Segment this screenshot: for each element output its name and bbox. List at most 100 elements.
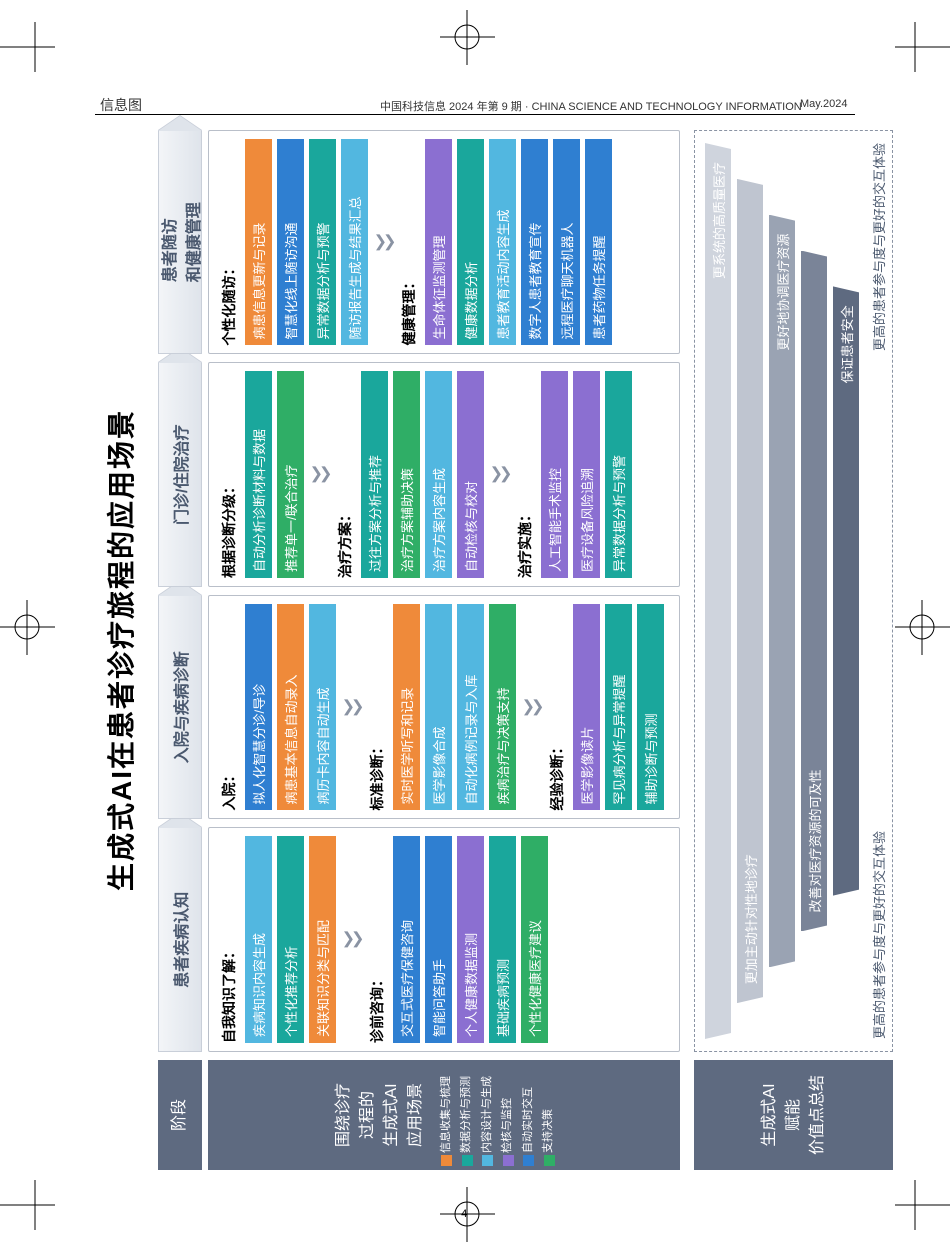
value-cone-label: 更系统的高质量医疗 [705, 152, 731, 289]
section-title: 标准诊断： [367, 604, 387, 811]
cone-caption-left: 更高的患者参与度与更好的交互体验 [869, 831, 888, 1039]
scenario-pill: 患者药物任务提醒 [585, 139, 612, 346]
chevron-down-icon: ❯❯ [310, 467, 329, 483]
scenario-pill: 治疗方案辅助决策 [393, 372, 420, 579]
scenario-pill: 个性化推荐分析 [277, 837, 304, 1044]
scenario-pill: 病患信息更新与记录 [245, 139, 272, 346]
legend-swatch [523, 1155, 534, 1166]
side-label-value: 生成式AI赋能价值点总结 [694, 1060, 893, 1170]
phase-head: 患者随访 和健康管理 [158, 130, 202, 355]
value-cone-section: 生成式AI赋能价值点总结 更系统的高质量医疗更加主动针对性地诊疗 更好地协调医疗资… [694, 130, 893, 1170]
section-title: 根据诊断分级： [219, 372, 239, 579]
scenario-pill: 罕见病分析与异常提醒 [605, 604, 632, 811]
scenario-pill: 病历卡内容自动生成 [309, 604, 336, 811]
legend-swatch [441, 1155, 452, 1166]
scenario-pill: 自动分析诊断材料与数据 [245, 372, 272, 579]
phase-head: 患者疾病认知 [158, 828, 202, 1053]
scenario-pill: 健康数据分析 [457, 139, 484, 346]
scenario-pill: 医学影像合成 [425, 604, 452, 811]
phase-head: 门诊/住院治疗 [158, 363, 202, 588]
scenario-pill: 自动检核与校对 [457, 372, 484, 579]
value-cone-label: 更加主动针对性地诊疗 [737, 844, 763, 994]
issue-date: May.2024 [800, 98, 848, 110]
section-title: 治疗实施： [515, 372, 535, 579]
chevron-down-icon: ❯❯ [374, 234, 393, 250]
scenario-pill: 实时医学听写和记录 [393, 604, 420, 811]
scenario-pill: 随访报告生成与结果汇总 [341, 139, 368, 346]
legend-swatch [503, 1155, 514, 1166]
phase-grid: 阶段 患者疾病认知入院与疾病诊断门诊/住院治疗患者随访 和健康管理围绕诊疗过程的… [158, 130, 680, 1170]
chevron-down-icon: ❯❯ [522, 699, 541, 715]
cone-caption-right: 更高的患者参与度与更好的交互体验 [869, 143, 888, 351]
legend-item: 检核与监控 [499, 1064, 516, 1166]
scenario-pill: 治疗方案内容生成 [425, 372, 452, 579]
scenario-pill: 推荐单一/联合治疗 [277, 372, 304, 579]
legend-swatch [462, 1155, 473, 1166]
scenario-pill: 异常数据分析与预警 [309, 139, 336, 346]
scenario-pill: 疾病治疗与决策支持 [489, 604, 516, 811]
scenario-pill: 数字人患者教育宣传 [521, 139, 548, 346]
side-label-scenarios: 围绕诊疗过程的生成式AI应用场景信息收集与梳理数据分析与预测内容设计与生成检核与… [208, 1060, 680, 1170]
phase-column: 入院：拟人化智慧分诊/导诊病患基本信息自动录入病历卡内容自动生成❯❯标准诊断：实… [208, 595, 680, 820]
legend-swatch [544, 1155, 555, 1166]
scenario-pill: 远程医疗聊天机器人 [553, 139, 580, 346]
scenario-pill: 拟人化智慧分诊/导诊 [245, 604, 272, 811]
scenario-pill: 基础疾病预测 [489, 837, 516, 1044]
scenario-pill: 医学影像读片 [573, 604, 600, 811]
phase-column: 根据诊断分级： 自动分析诊断材料与数据推荐单一/联合治疗 ❯❯ 治疗方案： 过往方案分析… [208, 363, 680, 588]
infographic-stage: 生成式AI在患者诊疗旅程的应用场景 阶段 患者疾病认知入院与疾病诊断门诊/住院治… [100, 130, 850, 1170]
value-cone-row: 更加主动针对性地诊疗 [737, 143, 763, 1039]
scenario-pill: 个性化健康医疗建议 [521, 837, 548, 1044]
scenario-pill: 个人健康数据监测 [457, 837, 484, 1044]
legend-label: 内容设计与生成 [479, 1076, 496, 1153]
phase-column: 个性化随访：病患信息更新与记录智慧化线上随访沟通异常数据分析与预警随访报告生成与… [208, 130, 680, 355]
section-title: 自我知识了解： [219, 837, 239, 1044]
legend-item: 数据分析与预测 [458, 1064, 475, 1166]
page-number: –4– [455, 1208, 473, 1220]
legend-swatch [482, 1155, 493, 1166]
legend-label: 数据分析与预测 [458, 1076, 475, 1153]
journal-line: 中国科技信息 2024 年第 9 期 · CHINA SCIENCE AND T… [380, 98, 802, 114]
legend-label: 信息收集与梳理 [438, 1076, 455, 1153]
section-title: 健康管理： [399, 139, 419, 346]
phase-column: 自我知识了解： 疾病知识内容生成个性化推荐分析关联知识分类与匹配 ❯❯ 诊前咨询： 交互… [208, 828, 680, 1053]
section-title: 诊前咨询： [367, 837, 387, 1044]
phase-head: 入院与疾病诊断 [158, 595, 202, 820]
legend-label: 支持决策 [540, 1109, 557, 1153]
scenario-pill: 医疗设备风险追溯 [573, 372, 600, 579]
section-title: 治疗方案： [335, 372, 355, 579]
chevron-down-icon: ❯❯ [342, 699, 361, 715]
scenario-pill: 辅助诊断与预测 [637, 604, 664, 811]
value-cone-row: 保证患者安全 [833, 143, 859, 1039]
corner-label: 信息图 [100, 95, 142, 115]
value-cone-label: 保证患者安全 [833, 295, 859, 393]
value-cone-row: 更好地协调医疗资源 [769, 143, 795, 1039]
side-label-phase: 阶段 [158, 1060, 202, 1170]
section-title: 入院： [219, 604, 239, 811]
legend-item: 信息收集与梳理 [438, 1064, 455, 1166]
value-cone-row: 更系统的高质量医疗 [705, 143, 731, 1039]
scenario-pill: 智慧化线上随访沟通 [277, 139, 304, 346]
value-cone-label: 更好地协调医疗资源 [769, 224, 795, 361]
chevron-down-icon: ❯❯ [342, 932, 361, 948]
scenario-pill: 患者教育活动内容生成 [489, 139, 516, 346]
scenario-pill: 交互式医疗保健咨询 [393, 837, 420, 1044]
value-cone-row: 改善对医疗资源的可及性 [801, 143, 827, 1039]
main-title: 生成式AI在患者诊疗旅程的应用场景 [100, 130, 140, 1170]
scenario-pill: 异常数据分析与预警 [605, 372, 632, 579]
value-cone-label: 改善对医疗资源的可及性 [801, 760, 827, 923]
legend-item: 支持决策 [540, 1064, 557, 1166]
scenario-pill: 关联知识分类与匹配 [309, 837, 336, 1044]
legend-item: 自动实时交互 [520, 1064, 537, 1166]
section-title: 经验诊断： [547, 604, 567, 811]
scenario-pill: 自动化病例记录与入库 [457, 604, 484, 811]
chevron-down-icon: ❯❯ [490, 467, 509, 483]
scenario-pill: 生命体征监测管理 [425, 139, 452, 346]
scenario-pill: 智能问答助手 [425, 837, 452, 1044]
scenario-pill: 疾病知识内容生成 [245, 837, 272, 1044]
scenario-pill: 过往方案分析与推荐 [361, 372, 388, 579]
legend-label: 自动实时交互 [520, 1087, 537, 1153]
legend-item: 内容设计与生成 [479, 1064, 496, 1166]
scenario-pill: 人工智能手术监控 [541, 372, 568, 579]
legend-label: 检核与监控 [499, 1098, 516, 1153]
